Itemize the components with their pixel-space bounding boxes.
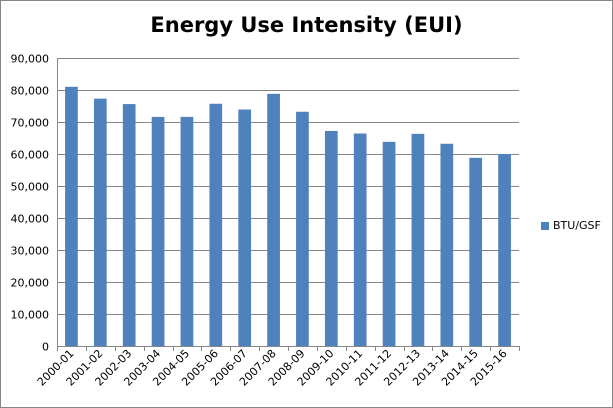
bar (498, 154, 511, 346)
legend-swatch (541, 221, 549, 230)
y-tick-label: 0 (42, 341, 49, 354)
legend-label: BTU/GSF (553, 219, 601, 232)
y-tick-label: 80,000 (11, 85, 50, 98)
bar (296, 111, 309, 346)
bar (93, 98, 107, 346)
y-tick-label: 40,000 (11, 213, 50, 226)
chart-title: Energy Use Intensity (EUI) (150, 13, 463, 37)
bar (122, 104, 136, 346)
y-tick-label: 30,000 (11, 245, 50, 258)
bar (209, 103, 223, 346)
bar (238, 109, 252, 347)
bar (411, 133, 425, 346)
bar (267, 93, 280, 346)
bar (324, 130, 338, 346)
y-tick-label: 50,000 (11, 181, 50, 194)
bar (353, 133, 367, 346)
bar (382, 141, 396, 346)
y-tick-label: 60,000 (11, 149, 50, 162)
bar (151, 116, 165, 346)
y-tick-label: 90,000 (11, 53, 50, 66)
bar (65, 86, 78, 347)
bar (440, 143, 454, 346)
bar (180, 116, 194, 346)
y-tick-label: 20,000 (11, 277, 50, 290)
y-tick-label: 70,000 (11, 117, 50, 130)
bar (469, 157, 483, 346)
legend: BTU/GSF (541, 219, 601, 232)
y-tick-label: 10,000 (11, 309, 50, 322)
